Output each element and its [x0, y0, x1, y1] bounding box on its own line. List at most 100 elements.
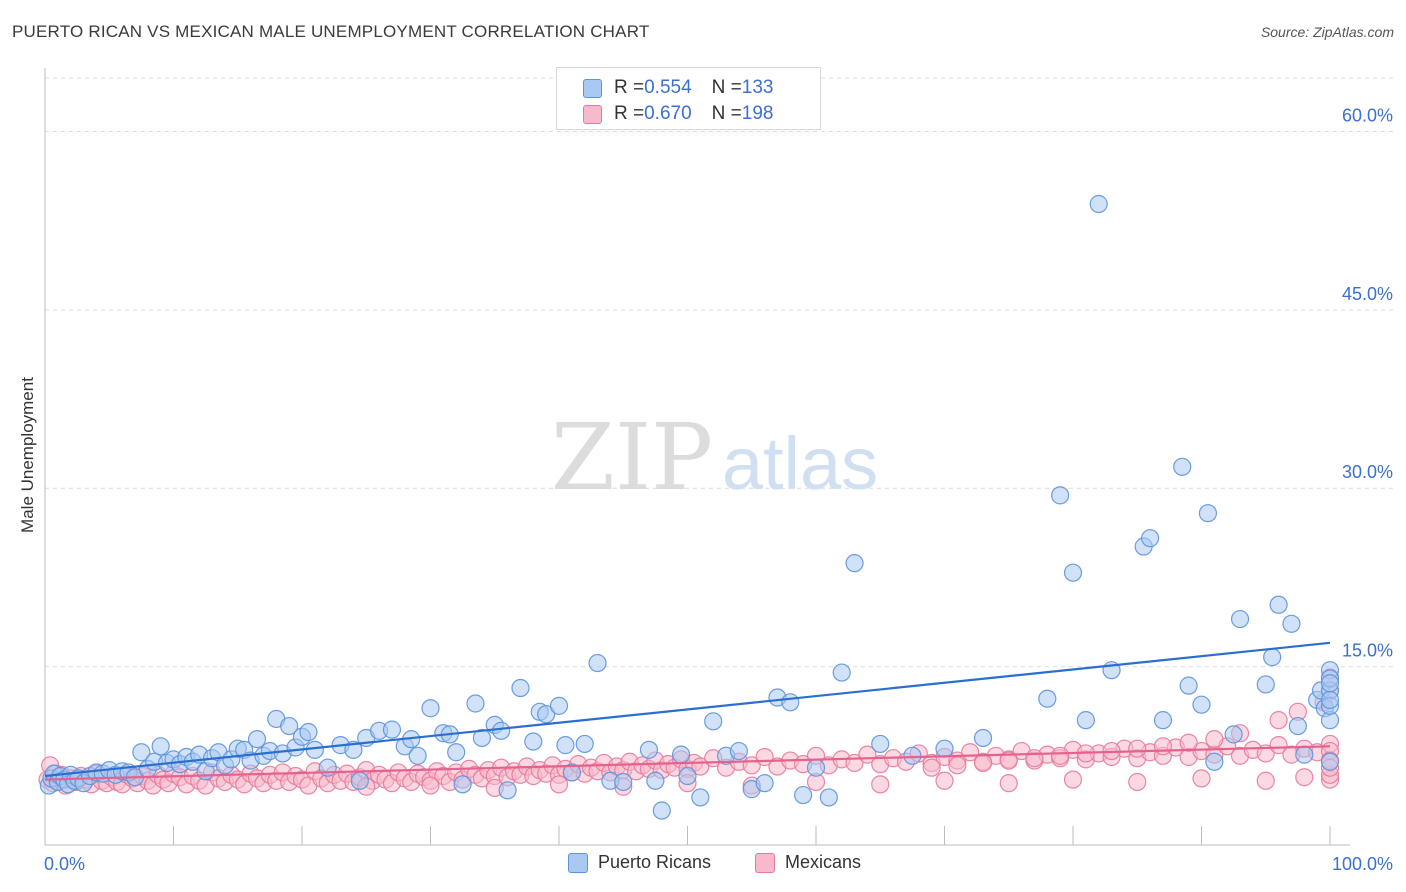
puerto-ricans-point [704, 712, 723, 731]
puerto-ricans-point [151, 737, 170, 756]
mexicans-point [549, 775, 569, 794]
mexicans-point [1128, 739, 1147, 758]
mexicans-point [1269, 736, 1288, 755]
puerto-ricans-point [1263, 648, 1282, 667]
puerto-ricans-point [1320, 752, 1340, 771]
r-value: 0.554 [644, 77, 692, 98]
legend-item-puerto-ricans[interactable]: Puerto Ricans [568, 852, 711, 873]
mexicans-point [421, 776, 440, 795]
puerto-ricans-point [794, 785, 813, 805]
mexicans-point [1192, 769, 1211, 788]
mexicans-point [1063, 770, 1083, 789]
puerto-ricans-point [562, 763, 581, 782]
puerto-ricans-point [1295, 745, 1314, 764]
puerto-ricans-point [691, 788, 710, 807]
puerto-ricans-point [556, 736, 575, 755]
x-tick-label: 0.0% [44, 854, 85, 874]
y-tick-label: 45.0% [1342, 284, 1393, 304]
puerto-ricans-point [845, 554, 864, 573]
source-note: Source: ZipAtlas.com [1260, 24, 1394, 40]
puerto-ricans-point [511, 678, 530, 698]
mexicans-point [999, 751, 1018, 770]
puerto-ricans-trend-line [44, 641, 1331, 778]
y-tick-label: 15.0% [1342, 641, 1393, 661]
puerto-ricans-point [973, 728, 993, 748]
puerto-ricans-point [1173, 457, 1192, 476]
puerto-ricans-point [305, 740, 324, 759]
puerto-ricans-point [935, 739, 954, 758]
puerto-ricans-point [1076, 711, 1095, 730]
puerto-ricans-point [280, 716, 299, 736]
watermark-zip: ZIP [551, 404, 713, 511]
mexicans-point [1256, 744, 1275, 763]
puerto-ricans-point [678, 766, 697, 786]
n-value: 198 [741, 103, 774, 124]
legend-label: Puerto Ricans [598, 852, 712, 872]
puerto-ricans-point [1063, 563, 1083, 582]
n-label: N = [711, 103, 742, 124]
puerto-ricans-point [652, 801, 671, 820]
puerto-ricans-point [344, 740, 363, 759]
puerto-ricans-point [755, 774, 774, 793]
legend-label: Mexicans [785, 852, 862, 872]
puerto-ricans-point [1179, 676, 1198, 695]
puerto-ricans-point [1320, 690, 1340, 710]
r-label: R = [614, 103, 645, 124]
mexicans-point [973, 753, 993, 773]
mexicans-point [1269, 711, 1288, 730]
puerto-ricans-point [447, 743, 466, 762]
puerto-ricans-point [1224, 725, 1243, 744]
puerto-ricans-point [1198, 504, 1218, 523]
puerto-ricans-point [1205, 752, 1224, 771]
puerto-ricans-point [1230, 609, 1250, 629]
puerto-ricans-point [575, 734, 594, 754]
puerto-ricans-point [588, 653, 607, 673]
puerto-ricans-point [524, 732, 543, 751]
mexicans-point [1256, 771, 1275, 790]
puerto-ricans-point [549, 696, 569, 715]
watermark-atlas: atlas [722, 422, 878, 505]
puerto-ricans-point [537, 705, 556, 724]
puerto-ricans-point [382, 720, 402, 739]
x-tick-label: 100.0% [1332, 854, 1393, 874]
r-value: 0.670 [644, 103, 692, 124]
mexicans-point [999, 774, 1018, 793]
puerto-ricans-point [498, 781, 517, 800]
legend-item-mexicans[interactable]: Mexicans [755, 852, 861, 873]
puerto-ricans-point [639, 740, 659, 759]
series-legend: Puerto Ricans Mexicans [0, 852, 1406, 878]
puerto-ricans-point [1256, 675, 1275, 694]
puerto-ricans-point [646, 771, 665, 790]
watermark: ZIP atlas [551, 404, 878, 511]
correlation-legend: R = 0.554 N = 133 R = 0.670 N = 198 [556, 67, 821, 130]
puerto-ricans-point [671, 745, 691, 764]
trend-lines [44, 641, 1331, 781]
y-tick-label: 60.0% [1342, 105, 1393, 125]
mexicans-point [1179, 733, 1198, 752]
mexicans-point [1153, 737, 1173, 756]
mexicans-point [935, 771, 954, 790]
puerto-ricans-point [408, 746, 427, 765]
gridlines [45, 77, 1395, 668]
puerto-ricans-point [1038, 689, 1057, 708]
legend-row-mexicans: R = 0.670 N = 198 [583, 102, 773, 126]
puerto-ricans-point [421, 699, 440, 718]
puerto-ricans-point [729, 741, 749, 761]
puerto-ricans-point [781, 693, 800, 712]
legend-row-puerto-ricans: R = 0.554 N = 133 [583, 76, 773, 100]
pink-swatch [755, 852, 775, 873]
blue-swatch [583, 78, 602, 98]
puerto-ricans-point [1288, 716, 1307, 736]
puerto-ricans-point [819, 788, 838, 807]
puerto-ricans-point [132, 743, 151, 762]
mexicans-point [948, 756, 967, 775]
mexicans-point [1128, 772, 1147, 792]
mexicans-point [1051, 746, 1070, 765]
puerto-ricans-points [39, 194, 1340, 820]
puerto-ricans-point [350, 771, 369, 790]
mexicans-point [1205, 730, 1224, 749]
axes [44, 68, 1350, 846]
mexicans-trend-line [44, 745, 1331, 781]
puerto-ricans-point [1269, 595, 1288, 614]
chart-title: PUERTO RICAN VS MEXICAN MALE UNEMPLOYMEN… [12, 22, 650, 41]
